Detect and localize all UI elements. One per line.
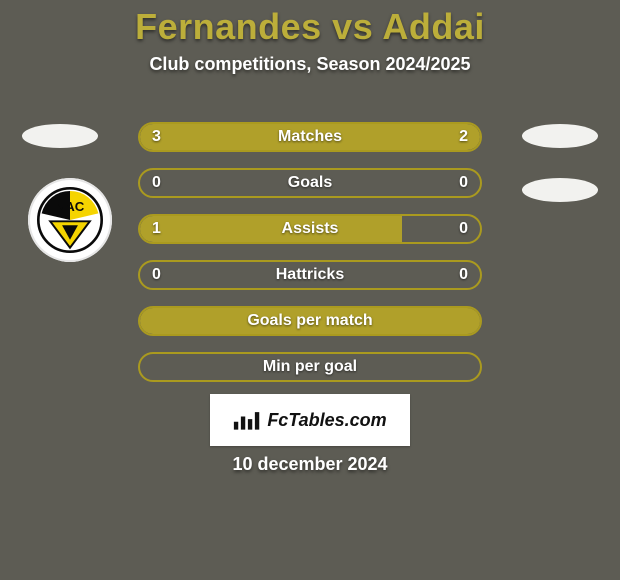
brand-text: FcTables.com	[267, 410, 386, 431]
stat-row: Min per goal	[138, 352, 482, 382]
stat-value-left: 1	[152, 216, 161, 242]
stat-label: Goals per match	[140, 308, 480, 334]
stat-value-right: 2	[459, 124, 468, 150]
left-team-badge: NAC	[28, 178, 112, 262]
stat-row: Matches3 2	[138, 122, 482, 152]
stat-row: Goals per match	[138, 306, 482, 336]
stat-label: Hattricks	[140, 262, 480, 288]
stat-value-left: 0	[152, 170, 161, 196]
stat-label: Goals	[140, 170, 480, 196]
right-team-logo-placeholder-2	[522, 178, 598, 202]
svg-text:NAC: NAC	[56, 199, 85, 214]
stat-value-right: 0	[459, 262, 468, 288]
stat-value-left: 0	[152, 262, 161, 288]
stat-label: Matches	[140, 124, 480, 150]
stat-row: Assists1 0	[138, 214, 482, 244]
stats-container: Matches32Goals00Assists10Hattricks00Goal…	[138, 122, 482, 398]
brand-badge: FcTables.com	[210, 394, 410, 446]
page-subtitle: Club competitions, Season 2024/2025	[0, 54, 620, 75]
stat-value-left: 3	[152, 124, 161, 150]
left-team-logo-placeholder-1	[22, 124, 98, 148]
bar-chart-icon	[233, 408, 261, 432]
footer-date: 10 december 2024	[0, 454, 620, 475]
right-team-logo-placeholder-1	[522, 124, 598, 148]
stat-value-right: 0	[459, 170, 468, 196]
comparison-card: Fernandes vs Addai Club competitions, Se…	[0, 0, 620, 580]
stat-label: Assists	[140, 216, 480, 242]
page-title: Fernandes vs Addai	[0, 6, 620, 48]
stat-label: Min per goal	[140, 354, 480, 380]
nac-crest-icon: NAC	[37, 187, 103, 253]
stat-row: Goals0 0	[138, 168, 482, 198]
stat-row: Hattricks0 0	[138, 260, 482, 290]
stat-value-right: 0	[459, 216, 468, 242]
